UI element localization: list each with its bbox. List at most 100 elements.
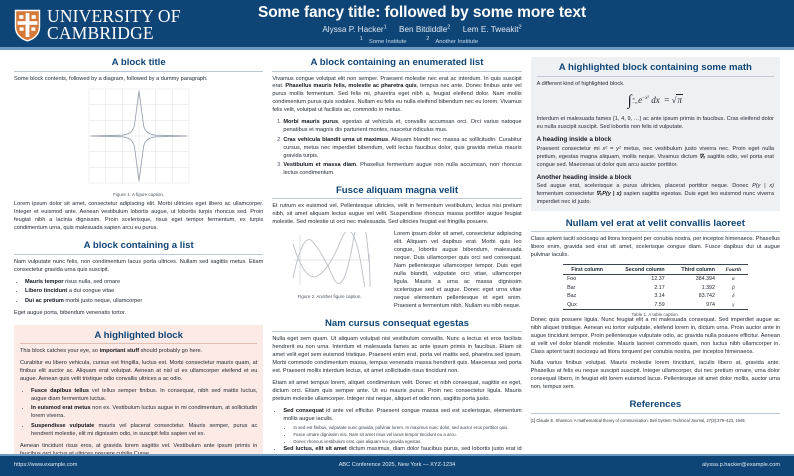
reference-entry: [1] Claude E. Shannon. A mathematical th… (530, 417, 746, 423)
block-intro: Class aptent taciti sociosqu ad litora t… (530, 236, 780, 259)
block-nullam-vel-erat: Nullam vel erat at velit convallis laore… (530, 218, 780, 392)
table-cell: δ (732, 293, 735, 300)
list-item-rest: id ante vel efficitur. Praesent congue m… (283, 407, 522, 422)
affiliation-name: Some Institute (368, 39, 407, 46)
nested-list-item: Donec rhoncus vestibulum erat, quis aliq… (293, 439, 521, 445)
footer-email-link[interactable]: alyssa.p.hacker@example.com (702, 462, 780, 468)
author-list: Alyssa P. Hacker1 Ben Bitdiddle2 Lem E. … (244, 25, 600, 35)
author-item: Lem E. Tweakit2 (462, 25, 522, 35)
block-title: Fusce aliquam magna velit (272, 185, 522, 200)
list-item-rest: . Phasellus fermentum augue non nulla ac… (283, 162, 522, 176)
table-cell: α (731, 276, 735, 283)
table-header-cell: First column (563, 264, 612, 276)
affiliation-list: 1 Some Institute 2 Another Institute (244, 36, 600, 45)
inline-math: ∇ₓ (699, 153, 706, 160)
table-cell: Qux (563, 300, 612, 310)
para-part-a: Praesent consectetur mi (536, 145, 603, 152)
list-item: Fusce dapibus tellus vel tellus semper f… (31, 388, 257, 404)
list-item-rest: non ex. Vestibulum luctus augue in mi co… (31, 405, 258, 420)
table-cell: β (731, 284, 735, 291)
nested-list-item: Fusce ornare dignissim nisi. Nam sit ame… (293, 432, 521, 438)
reference-list: [1] Claude E. Shannon. A mathematical th… (531, 418, 780, 424)
list-item: Cras vehicula blandit urna ut maximus. A… (283, 137, 521, 161)
inline-math: ∇ₓP(y | x) (596, 191, 622, 198)
block-paragraph: Curabitur eu libero vehicula, cursus est… (20, 359, 258, 382)
affiliation-item: 1 Some Institute (360, 36, 413, 46)
list-item-rest: mauris vel placerat consectetur. Mauris … (31, 422, 258, 437)
cambridge-shield-icon (14, 9, 41, 42)
block-paragraph: Interdum et malesuada fames {1, 4, 9, …}… (536, 116, 774, 131)
block-paragraph: Etiam sit amet tempus lorem, aliquet con… (272, 379, 522, 402)
poster-body: A block title Some block contents, follo… (0, 53, 794, 476)
nested-list: In sed est finibus, vulputate nunc gravi… (283, 425, 521, 445)
result-sqrt-pi: √π (671, 94, 683, 106)
figure-text-row: Figure 2. Another figure caption. Lorem … (272, 217, 522, 310)
block-intro: A different kind of highlighted block. (536, 80, 625, 87)
block-paragraph: Nulla varius finibus volutpat. Mauris mo… (530, 360, 780, 391)
block-title: A block title (14, 57, 264, 72)
list-item-lead: Dui ac pretium (25, 297, 64, 304)
block-paragraph: Lorem ipsum dolor sit amet, consectetur … (14, 201, 264, 232)
table-cell: 7.59 (611, 300, 669, 310)
table-cell: Baz (567, 293, 577, 300)
author-item: Ben Bitdiddle2 (399, 24, 451, 35)
block-a-block-containing-a-list: A block containing a list Nam vulputate … (14, 240, 264, 317)
table-cell: Bar (567, 284, 576, 291)
table-cell: 974 (668, 300, 719, 310)
block-intro: Vivamus congue volutpat elit non semper.… (272, 76, 521, 116)
affiliation-item: 2 Another Institute (426, 36, 484, 46)
para-part-b: fermentum consectetur (536, 191, 597, 198)
intro-pre: This block catches your eye, so (20, 348, 100, 354)
sine-wave-plot (289, 217, 371, 305)
page-title: Some fancy title: followed by some more … (257, 3, 587, 21)
table-cell: 2.17 (654, 284, 665, 291)
list-item-lead: Mauris tempor (25, 278, 64, 285)
table-cell: 12.37 (651, 276, 665, 283)
intro-emphasis: Phasellus mauris felis, molestie ac phar… (285, 83, 417, 90)
intro-part-b: , tempus nec ante. Donec finibus ante ve… (272, 83, 522, 114)
poster-header: UNIVERSITY OF CAMBRIDGE Some fancy title… (0, 0, 794, 50)
block-intro: Et rutrum ex euismod vel. Pellentesque u… (272, 203, 522, 226)
block-intro: Nam vulputate nunc felis, non condimentu… (14, 258, 264, 273)
block-subheading: A heading inside a block (536, 136, 612, 144)
block-references: References [1] Claude E. Shannon. A math… (530, 399, 780, 424)
list-item: In euismod erat metus non ex. Vestibulum… (31, 405, 257, 421)
author-mark: 2 (447, 24, 451, 31)
list-item-lead: In euismod erat metus (31, 405, 91, 412)
author-name: Lem E. Tweakit (462, 25, 519, 35)
integral-sign-icon: ∫ (627, 93, 632, 110)
table-header-cell: Fourth (718, 264, 748, 276)
affiliation-name: Another Institute (435, 39, 479, 46)
block-intro: Some block contents, followed by a diagr… (14, 75, 208, 82)
integral-limits: ∞ −∞ (632, 95, 638, 106)
poster-footer: https://www.example.com ABC Conference 2… (0, 454, 794, 476)
footer-accent-bar (0, 454, 794, 456)
block-paragraph: Nulla eget sem quam. Ut aliquam volutpat… (272, 336, 522, 374)
integrand: e−x² dx (638, 95, 660, 106)
block-highlighted-math: A highlighted block containing some math… (530, 57, 780, 211)
column-3: A highlighted block containing some math… (530, 57, 780, 452)
table-cell: γ (718, 300, 748, 310)
header-accent-bar (0, 47, 794, 50)
side-paragraph: Lorem ipsum dolor sit amet, consectetur … (394, 231, 522, 309)
block-title: Nam cursus consequat egestas (272, 318, 522, 333)
block-title: A block containing a list (14, 240, 264, 255)
list-item-lead: Vestibulum et massa diam (283, 162, 357, 169)
figure-caption: Figure 2. Another figure caption. (297, 294, 362, 300)
footer-website-link[interactable]: https://www.example.com (14, 462, 78, 468)
list-item: Morbi mauris purus, egestas at vehicula … (283, 119, 521, 135)
table-cell: 1.392 (701, 284, 715, 291)
inline-math: x² = y² (602, 145, 621, 152)
list-item: Suspendisse vulputate mauris vel placera… (31, 423, 257, 439)
list-item-rest: a dui congue vitae (67, 288, 115, 295)
affiliation-mark: 2 (426, 36, 430, 43)
list-item: Vestibulum et massa diam. Phasellus ferm… (283, 162, 521, 178)
block-outro: Aenean tincidunt risus eros, at gravida … (20, 442, 258, 457)
table-row: Qux 7.59 974 γ (563, 300, 748, 310)
table-cell: 384.394 (695, 276, 715, 283)
list-item: Dui ac pretium morbi justo neque, ullamc… (25, 298, 263, 306)
university-name: UNIVERSITY OF CAMBRIDGE (47, 7, 181, 43)
table-header-row: First column Second column Third column … (563, 264, 748, 276)
table-row: Foo 12.37 384.394 α (563, 275, 748, 284)
logo-line-2: CAMBRIDGE (47, 23, 154, 43)
